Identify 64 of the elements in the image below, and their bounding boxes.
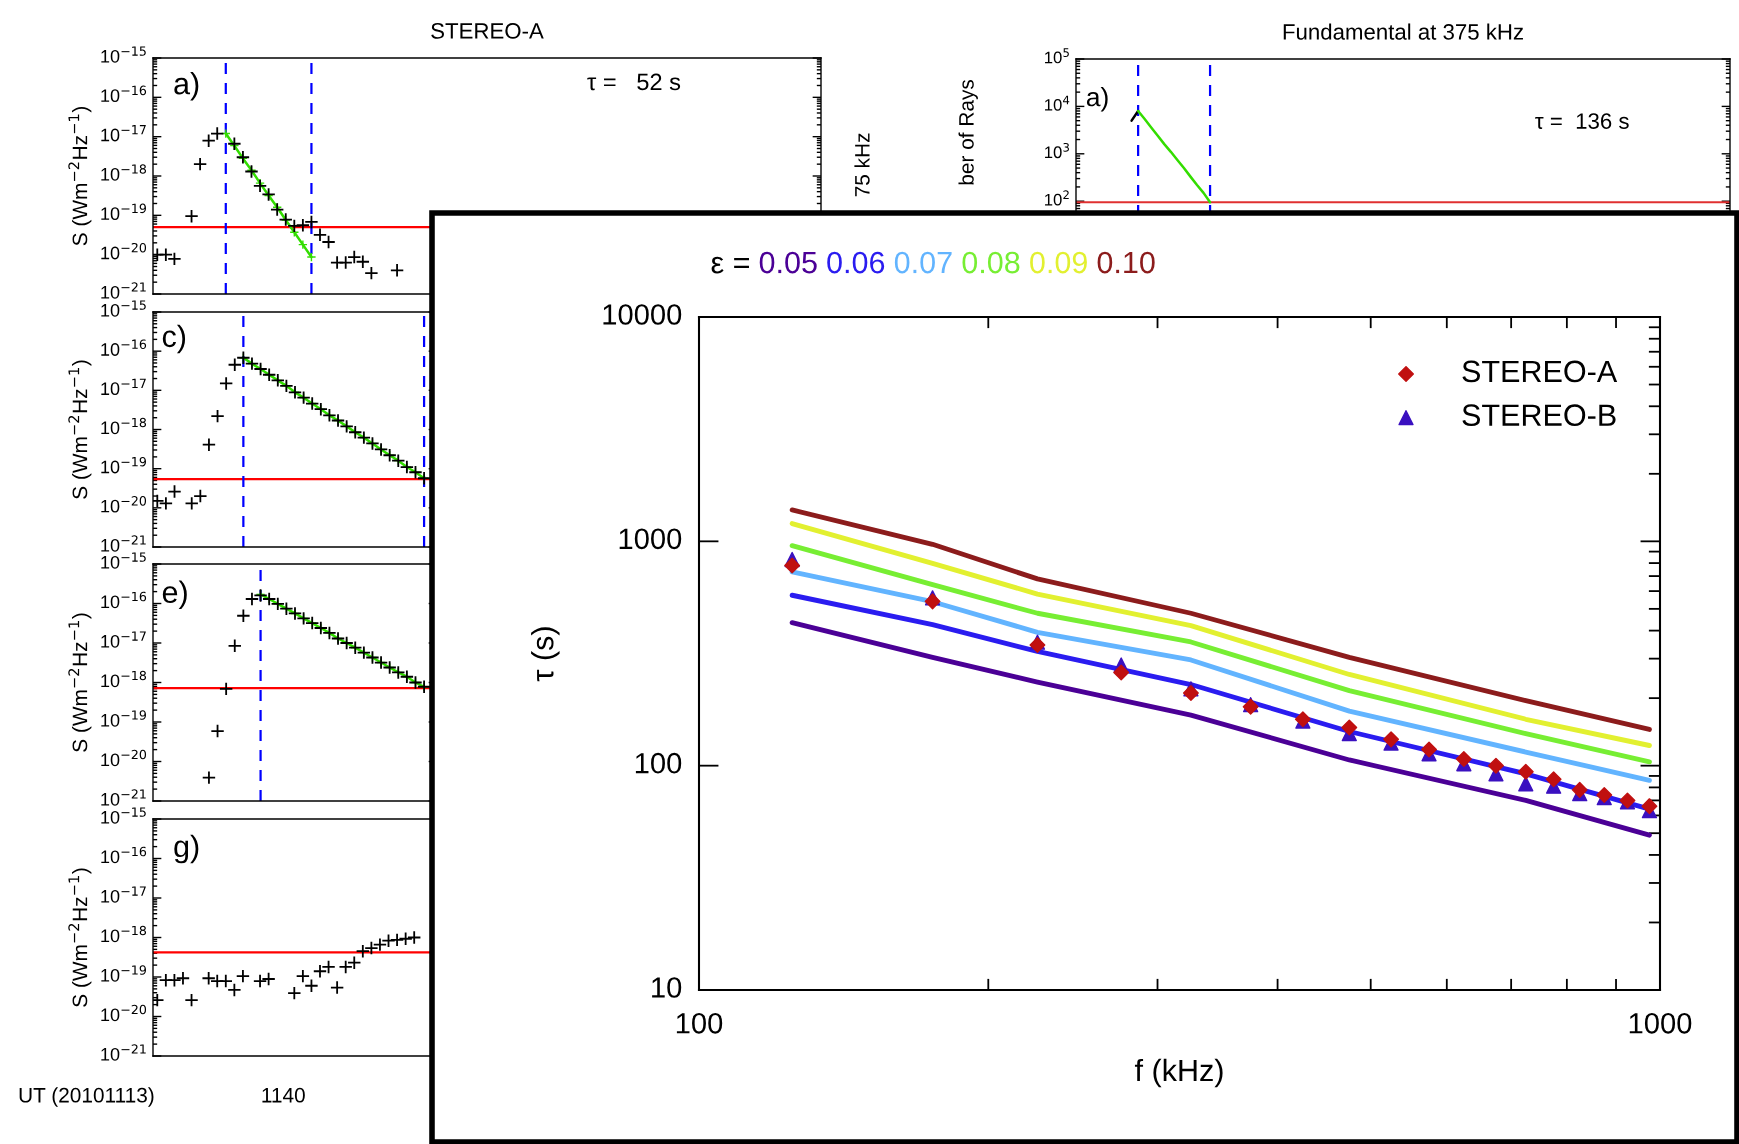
- y-tick-label: 10$^{−17}$: [101, 125, 146, 142]
- y-tick-label: 10$^{−15}$: [101, 552, 146, 569]
- y-tick-label: 100: [635, 752, 682, 774]
- y-tick-label: 10$^{−18}$: [101, 670, 147, 688]
- chart-title: Fundamental at 375 kHz: [1283, 23, 1523, 40]
- y-tick-label: 10$^{2}$: [1045, 190, 1069, 206]
- y-axis-title: τ (s): [531, 627, 560, 682]
- text: 0.10: [1097, 251, 1155, 274]
- y-tick-label: 1000: [619, 528, 682, 550]
- y-tick-label: 10$^{−16}$: [101, 846, 147, 864]
- y-tick-label: 10$^{−21}$: [101, 789, 146, 806]
- annotation: g): [174, 834, 199, 864]
- y-tick-label: 10$^{−15}$: [101, 300, 146, 317]
- text: UT (20101113): [19, 1087, 154, 1107]
- y-tick-label: 10$^{−20}$: [101, 242, 147, 260]
- y-axis-title: S (Wm$^{−2}$Hz$^{−1}$): [68, 613, 92, 752]
- y-tick-label: 10$^{−19}$: [101, 710, 146, 727]
- y-tick-label: 10$^{−20}$: [101, 1004, 147, 1022]
- annotation: τ = 136 s: [1535, 113, 1629, 129]
- y-tick-label: 10$^{−16}$: [101, 591, 147, 609]
- y-tick-label: 10$^{−21}$: [101, 1044, 146, 1061]
- annotation: a): [1086, 86, 1108, 112]
- text: 0.06: [827, 251, 885, 274]
- y-tick-label: 10$^{−21}$: [101, 535, 146, 552]
- y-tick-label: 10$^{3}$: [1045, 142, 1069, 159]
- y-axis-title: S (Wm$^{−2}$Hz$^{−1}$): [68, 107, 92, 246]
- y-axis-title: S (Wm$^{−2}$Hz$^{−1}$): [68, 360, 92, 499]
- y-tick-label: 10$^{5}$: [1045, 48, 1069, 64]
- y-tick-label: 10$^{−15}$: [101, 46, 146, 63]
- annotation: a): [174, 72, 199, 101]
- y-tick-label: 10$^{−18}$: [101, 417, 147, 435]
- text: 75 kHz: [854, 133, 870, 197]
- y-tick-label: 10$^{−16}$: [101, 339, 147, 356]
- y-axis-title: ber of Rays: [958, 79, 978, 185]
- x-axis-title: f (kHz): [1134, 1058, 1223, 1088]
- legend-label: STEREO-B: [1462, 404, 1616, 426]
- y-tick-label: 10$^{−19}$: [101, 203, 146, 221]
- text: 0.08: [962, 251, 1020, 274]
- y-tick-label: 10$^{−20}$: [101, 496, 147, 513]
- y-tick-label: 10$^{−19}$: [101, 965, 146, 982]
- y-axis-title: S (Wm$^{−2}$Hz$^{−1}$): [68, 868, 92, 1007]
- text: 0.05: [759, 251, 817, 274]
- text: 0.07: [894, 251, 952, 274]
- y-tick-label: 10: [652, 977, 682, 998]
- y-tick-label: 10$^{−17}$: [101, 631, 146, 648]
- legend-label: STEREO-A: [1462, 360, 1618, 383]
- y-tick-label: 10$^{−18}$: [101, 925, 147, 943]
- y-tick-label: 10$^{−15}$: [101, 807, 146, 824]
- y-tick-label: 10$^{−21}$: [101, 282, 146, 299]
- annotation: c): [162, 324, 186, 354]
- y-tick-label: 10$^{4}$: [1045, 95, 1070, 111]
- annotation: ε =: [711, 256, 749, 274]
- y-tick-label: 10$^{−17}$: [101, 378, 146, 396]
- y-tick-label: 10000: [603, 304, 682, 325]
- chart-title: STEREO-A: [431, 23, 544, 39]
- y-tick-label: 10$^{−16}$: [101, 85, 147, 103]
- y-tick-label: 10$^{−20}$: [101, 749, 147, 767]
- text: 1140: [262, 1087, 305, 1103]
- annotation: τ = 52 s: [587, 73, 681, 91]
- y-tick-label: 10$^{−17}$: [101, 886, 146, 903]
- y-tick-label: 10$^{−19}$: [101, 456, 146, 474]
- y-tick-label: 10$^{−18}$: [101, 164, 147, 181]
- text: 0.09: [1030, 251, 1087, 274]
- annotation: e): [162, 580, 187, 610]
